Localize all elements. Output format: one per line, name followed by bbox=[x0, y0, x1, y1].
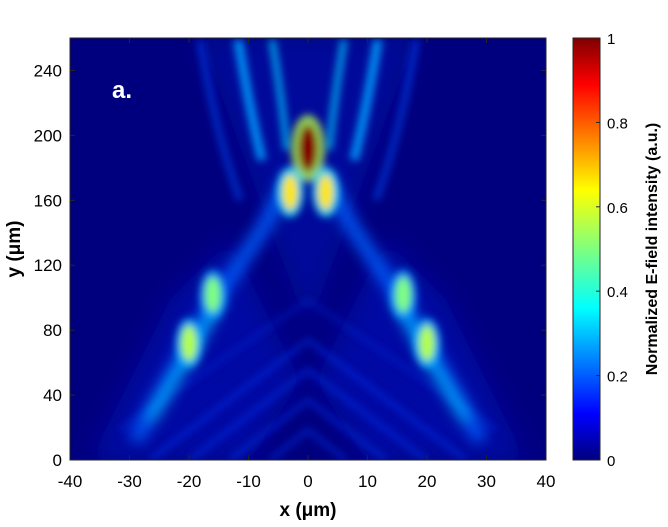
colorbar-tick-label: 0.6 bbox=[607, 200, 628, 217]
colorbar-tick-label: 1 bbox=[607, 31, 615, 48]
right-beam-spot-1 bbox=[419, 325, 435, 362]
y-tick-label: 120 bbox=[34, 256, 62, 275]
y-axis-ticks: 0 40 80 120 160 200 240 bbox=[34, 61, 546, 470]
left-beam-spot-2 bbox=[204, 276, 221, 313]
right-beam-spot-2 bbox=[395, 276, 412, 313]
left-side-lobe bbox=[282, 174, 299, 211]
x-tick-label: 40 bbox=[537, 472, 556, 491]
x-tick-label: 10 bbox=[358, 472, 377, 491]
colorbar-label: Normalized E-field intensity (a.u.) bbox=[644, 123, 661, 375]
y-axis-label: y (μm) bbox=[4, 220, 25, 277]
focal-spot bbox=[298, 124, 318, 173]
y-tick-label: 240 bbox=[34, 61, 62, 80]
x-tick-label: 30 bbox=[477, 472, 496, 491]
x-axis-ticks: -40 -30 -20 -10 0 10 20 30 40 bbox=[58, 38, 556, 491]
x-tick-label: -10 bbox=[236, 472, 261, 491]
y-tick-label: 160 bbox=[34, 191, 62, 210]
colorbar-ticks: 0 0.2 0.4 0.6 0.8 1 bbox=[596, 31, 628, 470]
colorbar-tick-label: 0.4 bbox=[607, 284, 628, 301]
y-tick-label: 80 bbox=[43, 321, 62, 340]
x-tick-label: -20 bbox=[177, 472, 202, 491]
x-tick-label: 20 bbox=[418, 472, 437, 491]
y-tick-label: 0 bbox=[53, 451, 62, 470]
x-tick-label: 0 bbox=[303, 472, 312, 491]
colorbar-tick-label: 0.2 bbox=[607, 369, 628, 386]
colorbar-tick-label: 0.8 bbox=[607, 115, 628, 132]
y-tick-label: 40 bbox=[43, 386, 62, 405]
x-tick-label: -40 bbox=[58, 472, 83, 491]
panel-label: a. bbox=[112, 77, 132, 104]
colorbar bbox=[572, 37, 601, 461]
colorbar-tick-label: 0 bbox=[607, 453, 615, 470]
left-beam-spot-1 bbox=[181, 325, 197, 362]
x-axis-label: x (μm) bbox=[279, 500, 336, 521]
right-side-lobe bbox=[317, 174, 334, 211]
field-pattern bbox=[90, 38, 526, 460]
y-tick-label: 200 bbox=[34, 126, 62, 145]
x-tick-label: -30 bbox=[117, 472, 142, 491]
upper-stripes bbox=[197, 39, 419, 202]
